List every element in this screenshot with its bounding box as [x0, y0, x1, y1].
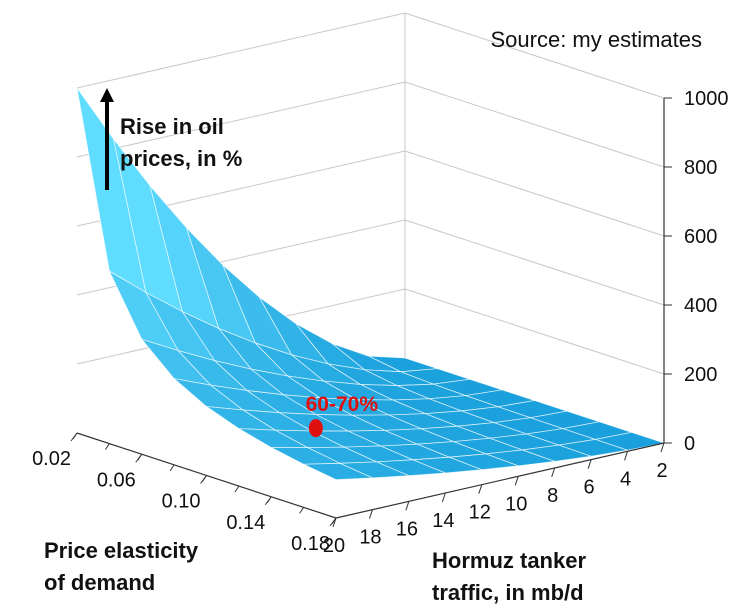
y-tick-mark: [405, 501, 410, 511]
y-tick-mark: [332, 517, 337, 528]
wall-gridline-left: [76, 12, 406, 89]
x-minor-tick: [234, 485, 240, 493]
y-tick-mark: [514, 476, 519, 486]
y-tick-mark: [624, 451, 629, 461]
wall-gridline-back: [404, 12, 665, 99]
y-tick-mark: [478, 484, 483, 494]
z-tick-label: 200: [684, 364, 717, 386]
y-tick-label: 16: [396, 518, 418, 540]
y-tick-label: 14: [432, 510, 454, 532]
y-tick-mark: [441, 492, 446, 503]
x-minor-tick: [137, 453, 143, 461]
x-minor-tick: [299, 507, 305, 514]
annotation-label: 60-70%: [306, 393, 379, 416]
y-axis-line: [335, 442, 665, 519]
y-tick-label: 8: [547, 485, 558, 507]
x-tick-label: 0.02: [32, 448, 71, 470]
x-tick-label: 0.14: [226, 512, 265, 534]
x-minor-tick: [72, 432, 78, 440]
y-tick-label: 2: [656, 460, 667, 482]
y-tick-label: 20: [323, 535, 345, 557]
x-tick-label: 0.18: [291, 533, 330, 555]
surface-mesh: [76, 87, 666, 481]
x-minor-tick: [104, 443, 110, 450]
wall-gridline-left: [76, 81, 406, 158]
x-minor-tick: [266, 496, 272, 504]
y-tick-mark: [368, 509, 373, 519]
y-tick-mark: [587, 459, 592, 469]
annotation-group: 60-70%: [306, 393, 379, 438]
y-tick-label: 10: [505, 493, 527, 515]
wall-gridline-back: [404, 288, 665, 375]
wall-gridline-back: [404, 219, 665, 306]
y-tick-mark: [551, 467, 556, 478]
x-tick-label: 0.06: [97, 469, 136, 491]
z-tick-label: 1000: [684, 88, 729, 110]
x-tick-label: 0.10: [162, 491, 201, 513]
x-minor-tick: [169, 464, 175, 472]
surface-cell: [303, 462, 373, 481]
y-tick-label: 6: [584, 477, 595, 499]
x-minor-tick: [202, 475, 207, 482]
z-tick-label: 400: [684, 295, 717, 317]
annotation-point: [308, 419, 323, 438]
wall-gridline-back: [404, 150, 665, 237]
z-tick-label: 600: [684, 226, 717, 248]
y-tick-label: 4: [620, 468, 631, 490]
wall-gridline-back: [404, 81, 665, 168]
z-tick-label: 0: [684, 433, 695, 455]
y-tick-label: 18: [359, 527, 381, 549]
z-tick-label: 800: [684, 157, 717, 179]
y-tick-mark: [660, 442, 665, 453]
y-tick-label: 12: [469, 502, 491, 524]
